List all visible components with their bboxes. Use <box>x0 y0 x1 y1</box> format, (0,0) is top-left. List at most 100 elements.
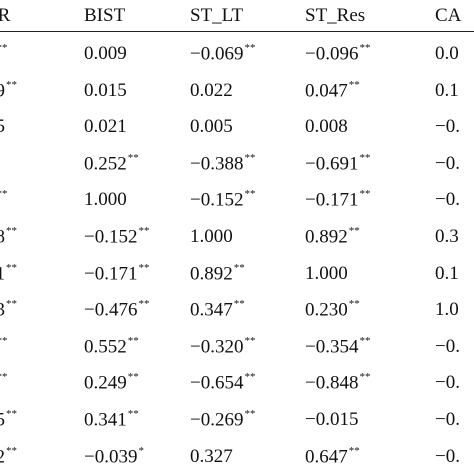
table-cell: 0.1 <box>435 264 459 283</box>
table-header-row: ER BIST ST_LT ST_Res CA <box>0 0 474 36</box>
table-cell: 0.022 <box>190 81 233 100</box>
significance-marker: ** <box>244 152 256 164</box>
significance-marker: * <box>138 445 144 457</box>
cell-value: 0.230 <box>305 299 348 321</box>
table-cell: −0.096** <box>305 42 371 64</box>
cell-value: −0. <box>435 189 460 210</box>
table-cell: 0.008 <box>305 117 348 136</box>
table-cell: −0. <box>435 117 460 136</box>
table-cell: 0.327 <box>190 447 233 466</box>
significance-marker: ** <box>127 335 139 347</box>
table-cell: 0.230** <box>305 299 360 321</box>
significance-marker: ** <box>348 225 360 237</box>
table-cell: −0.152** <box>84 226 149 248</box>
significance-marker: ** <box>6 298 17 310</box>
cell-value: 0.327 <box>190 446 233 467</box>
cell-value: 0.552 <box>84 336 127 358</box>
cell-value: 0.047 <box>305 80 348 102</box>
cell-value: 0.008 <box>305 116 348 137</box>
cell-value: −0. <box>435 372 460 393</box>
table-cell: 0.552** <box>84 335 139 358</box>
cell-value: −0.691 <box>305 153 359 175</box>
table-cell: −0.354** <box>305 335 371 357</box>
table-cell: −0. <box>435 373 460 392</box>
cell-value: 25 <box>0 409 5 431</box>
significance-marker: ** <box>6 262 17 274</box>
cell-value: −0.848 <box>305 372 359 394</box>
cell-value: −0.152 <box>84 226 138 248</box>
table-row: 2**1.000−0.152**−0.171**−0. <box>0 188 474 226</box>
cell-value: 0.022 <box>190 80 233 101</box>
table-cell: 0.009 <box>84 44 127 63</box>
table-cell: −0. <box>435 447 460 466</box>
header-rule <box>0 31 474 32</box>
significance-marker: ** <box>138 262 150 274</box>
table-cell: −0. <box>435 410 460 429</box>
table-cell: −0.654** <box>190 372 255 394</box>
cell-value: 91 <box>0 263 5 285</box>
significance-marker: ** <box>6 445 17 457</box>
significance-marker: ** <box>359 188 371 200</box>
cell-value: 1.0 <box>435 299 459 320</box>
table-cell: 0.341** <box>84 409 139 431</box>
table-cell: −0.388** <box>190 152 256 175</box>
table-cell: −0.039* <box>84 445 144 468</box>
table-cell: 0.005 <box>190 117 233 136</box>
table-cell: 32** <box>0 445 17 467</box>
significance-marker: ** <box>359 42 371 54</box>
table-cell: 1.000 <box>305 264 348 283</box>
significance-marker: ** <box>0 188 8 200</box>
table-cell: 59** <box>0 79 17 102</box>
table-cell: 0.1 <box>435 81 459 100</box>
cell-value: −0.388 <box>190 153 244 175</box>
cell-value: −0.152 <box>190 189 244 211</box>
cell-value: 0.021 <box>84 116 127 137</box>
cell-value: 0.015 <box>84 80 127 101</box>
table-cell: 0** <box>0 372 8 392</box>
table-cell: 2** <box>0 188 8 209</box>
table-cell: 1.000 <box>84 190 127 209</box>
table-cell: −0. <box>435 154 460 173</box>
cell-value: −0.171 <box>84 263 138 285</box>
significance-marker: ** <box>359 152 371 164</box>
table-cell: 7** <box>0 42 8 63</box>
header-cell: ER <box>0 5 11 26</box>
header-cell: BIST <box>84 5 126 26</box>
table-cell: 5** <box>0 336 8 356</box>
table-cell: 25** <box>0 409 17 431</box>
significance-marker: ** <box>6 79 17 91</box>
cell-value: 0.892 <box>190 263 233 285</box>
cell-value: −0.654 <box>190 372 244 394</box>
table-cell: 43** <box>0 298 17 320</box>
table-row: 43**−0.476**0.347**0.230**1.0 <box>0 298 474 336</box>
table-cell: −0.171** <box>84 262 150 285</box>
table-cell: 0.015 <box>84 81 127 100</box>
table-cell: 0.0 <box>435 44 459 63</box>
table-cell: −0.848** <box>305 372 370 394</box>
table-cell: 0.249** <box>84 372 139 393</box>
significance-marker: ** <box>359 335 371 347</box>
significance-marker: ** <box>244 42 256 54</box>
table-cell: 0.021 <box>84 117 127 136</box>
cell-value: −0.039 <box>84 446 138 468</box>
cell-value: 0.1 <box>435 263 459 284</box>
cell-value: 59 <box>0 80 5 102</box>
header-cell: ST_LT <box>190 5 244 26</box>
cell-value: 1.000 <box>84 189 127 210</box>
header-cell: ST_Res <box>305 5 366 26</box>
table-cell: −0.691** <box>305 152 371 175</box>
cell-value: −0.269 <box>190 409 244 431</box>
cell-value: 0.341 <box>84 409 127 431</box>
significance-marker: ** <box>348 79 360 91</box>
table-cell: −0.015 <box>305 410 358 429</box>
cell-value: 0.0 <box>435 43 459 64</box>
significance-marker: ** <box>233 262 245 274</box>
cell-value: −0. <box>435 446 460 467</box>
significance-marker: ** <box>0 42 8 54</box>
significance-marker: ** <box>127 152 139 164</box>
table-cell: 0.892** <box>190 262 245 285</box>
significance-marker: ** <box>6 225 17 237</box>
